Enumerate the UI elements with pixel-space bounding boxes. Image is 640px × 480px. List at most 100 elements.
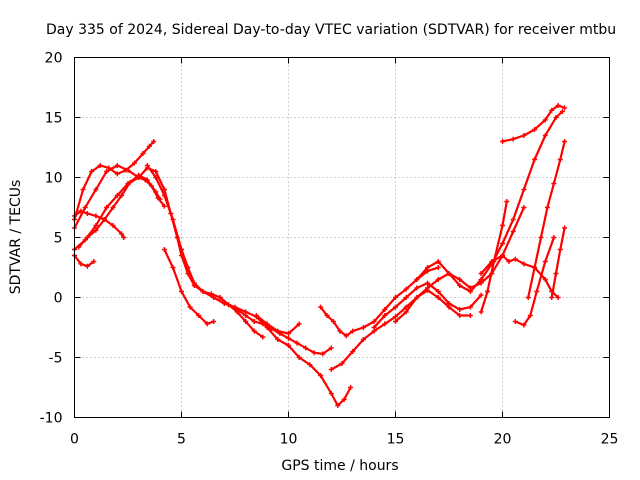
- data-point: [211, 319, 217, 324]
- data-series-arc-8: [161, 247, 217, 327]
- data-series-arc-6: [144, 163, 334, 357]
- data-point: [104, 205, 110, 210]
- data-point: [161, 193, 167, 198]
- data-point: [403, 286, 409, 292]
- data-series-arc-5: [72, 165, 354, 408]
- data-point: [512, 319, 518, 324]
- data-point: [110, 205, 116, 210]
- data-point: [382, 321, 388, 327]
- y-tick-label: -5: [49, 351, 63, 367]
- data-point: [286, 335, 291, 341]
- x-tick-label: 10: [280, 432, 298, 448]
- data-point: [393, 295, 398, 300]
- data-point: [521, 133, 527, 138]
- data-point: [264, 321, 270, 327]
- data-point: [403, 295, 409, 300]
- data-point: [360, 325, 366, 330]
- data-point: [127, 179, 133, 185]
- data-series-arc-13: [371, 280, 484, 330]
- data-point: [403, 304, 409, 310]
- data-point: [500, 241, 505, 246]
- data-point: [435, 265, 441, 270]
- data-series-arc-11: [318, 265, 441, 339]
- data-series-arc-9: [217, 295, 266, 340]
- data-point: [318, 304, 324, 310]
- data-point: [144, 163, 150, 168]
- data-point: [542, 259, 548, 264]
- data-point: [328, 367, 334, 372]
- data-point: [544, 205, 550, 210]
- data-series-arc-10: [253, 313, 302, 336]
- x-axis-label: GPS time / hours: [281, 458, 398, 474]
- data-point: [510, 229, 516, 234]
- data-point: [435, 295, 441, 300]
- data-point: [97, 163, 103, 168]
- data-point: [414, 295, 420, 300]
- data-point: [114, 163, 120, 168]
- data-point: [467, 313, 473, 318]
- data-point: [467, 289, 473, 294]
- y-tick-label: 0: [54, 291, 63, 307]
- data-point: [341, 397, 347, 402]
- data-point: [414, 277, 420, 282]
- data-point: [234, 309, 240, 315]
- data-point: [330, 319, 336, 324]
- data-point: [478, 271, 484, 276]
- data-point: [153, 189, 159, 195]
- data-point: [350, 328, 356, 334]
- data-point: [425, 287, 431, 293]
- series-line: [146, 164, 333, 355]
- data-point: [328, 391, 334, 396]
- data-point: [553, 271, 559, 276]
- data-point: [140, 151, 146, 156]
- data-point: [446, 304, 452, 310]
- data-point: [318, 373, 324, 378]
- data-point: [562, 225, 568, 231]
- data-point: [446, 271, 452, 276]
- data-point: [557, 247, 563, 252]
- data-point: [414, 285, 420, 291]
- data-point: [538, 235, 544, 240]
- data-point: [311, 350, 317, 356]
- data-point: [191, 280, 197, 286]
- data-point: [170, 217, 176, 222]
- chart-title: Day 335 of 2024, Sidereal Day-to-day VTE…: [46, 22, 616, 38]
- data-point: [119, 193, 125, 198]
- data-point: [551, 181, 557, 186]
- data-point: [204, 321, 210, 327]
- data-point: [512, 256, 518, 262]
- data-point: [93, 223, 99, 228]
- data-point: [208, 291, 214, 297]
- data-point: [555, 103, 561, 108]
- data-point: [226, 302, 232, 308]
- data-point: [294, 340, 300, 346]
- data-series-arc-3: [72, 208, 127, 240]
- data-point: [260, 334, 266, 340]
- grid-layer: [74, 57, 610, 418]
- data-point: [251, 328, 257, 334]
- data-point: [435, 289, 441, 294]
- data-point: [185, 265, 191, 270]
- series-line: [218, 296, 264, 339]
- y-tick-label: 15: [45, 111, 63, 127]
- series-line: [163, 248, 215, 325]
- data-series-arc-18: [512, 235, 557, 328]
- data-point: [348, 385, 354, 390]
- data-point: [76, 244, 82, 250]
- data-point: [403, 309, 409, 315]
- data-point: [243, 319, 249, 324]
- data-point: [200, 289, 206, 294]
- data-point: [84, 235, 90, 240]
- data-point: [275, 328, 281, 334]
- data-point: [179, 247, 184, 252]
- data-point: [393, 304, 398, 310]
- data-point: [91, 259, 97, 264]
- data-series-arc-15: [414, 109, 565, 294]
- data-point: [324, 313, 330, 318]
- data-point: [562, 139, 568, 144]
- data-point: [93, 187, 99, 192]
- data-point: [125, 167, 131, 173]
- data-point: [491, 259, 497, 264]
- data-point: [425, 265, 431, 270]
- data-point: [435, 259, 441, 264]
